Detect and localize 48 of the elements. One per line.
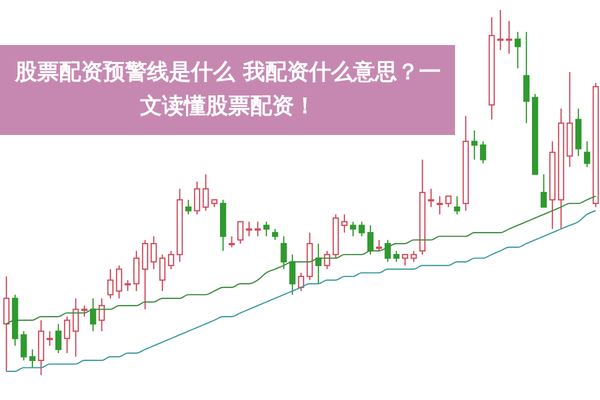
candlestick <box>358 221 365 237</box>
candlestick <box>289 254 296 296</box>
candlestick <box>298 272 304 292</box>
candlestick <box>72 298 79 358</box>
candlestick <box>584 140 590 168</box>
candlestick <box>471 130 478 160</box>
candlestick <box>107 268 114 299</box>
candlestick <box>410 250 417 262</box>
candlestick <box>367 224 374 256</box>
candlestick <box>228 236 235 248</box>
candlestick <box>454 196 460 215</box>
candlestick <box>254 221 261 237</box>
text: 股票配资预警线是什么 我配资什么意思？一文读懂股票配资！ <box>14 59 442 121</box>
candlestick <box>81 305 88 318</box>
candlestick <box>194 180 200 215</box>
candlestick <box>55 323 62 354</box>
candlestick <box>384 239 391 262</box>
candlestick <box>64 316 70 354</box>
candlestick <box>376 239 382 252</box>
candlestick <box>202 174 209 212</box>
candlestick <box>246 221 252 237</box>
candlestick <box>514 31 521 69</box>
candlestick <box>272 228 278 241</box>
candlestick <box>540 174 547 208</box>
candlestick <box>402 254 408 266</box>
candlestick <box>350 221 356 237</box>
candlestick <box>445 196 452 208</box>
candlestick <box>185 199 192 215</box>
candlestick <box>497 10 504 51</box>
candlestick <box>263 221 270 237</box>
candlestick <box>506 20 512 54</box>
candlestick <box>116 264 122 299</box>
candlestick <box>29 348 36 368</box>
candlestick <box>124 280 131 292</box>
candlestick <box>237 221 244 244</box>
candlestick <box>90 298 96 332</box>
candlestick <box>159 254 166 292</box>
candlestick <box>436 196 443 215</box>
candlestick <box>341 214 348 234</box>
candlestick <box>480 140 486 164</box>
candlestick <box>393 250 400 262</box>
candlestick <box>98 298 105 332</box>
candlestick <box>20 330 27 361</box>
candlestick <box>280 236 287 270</box>
candlestick <box>428 188 434 208</box>
candlestick <box>168 250 174 270</box>
candlestick <box>46 330 53 346</box>
candlestick <box>150 236 157 270</box>
